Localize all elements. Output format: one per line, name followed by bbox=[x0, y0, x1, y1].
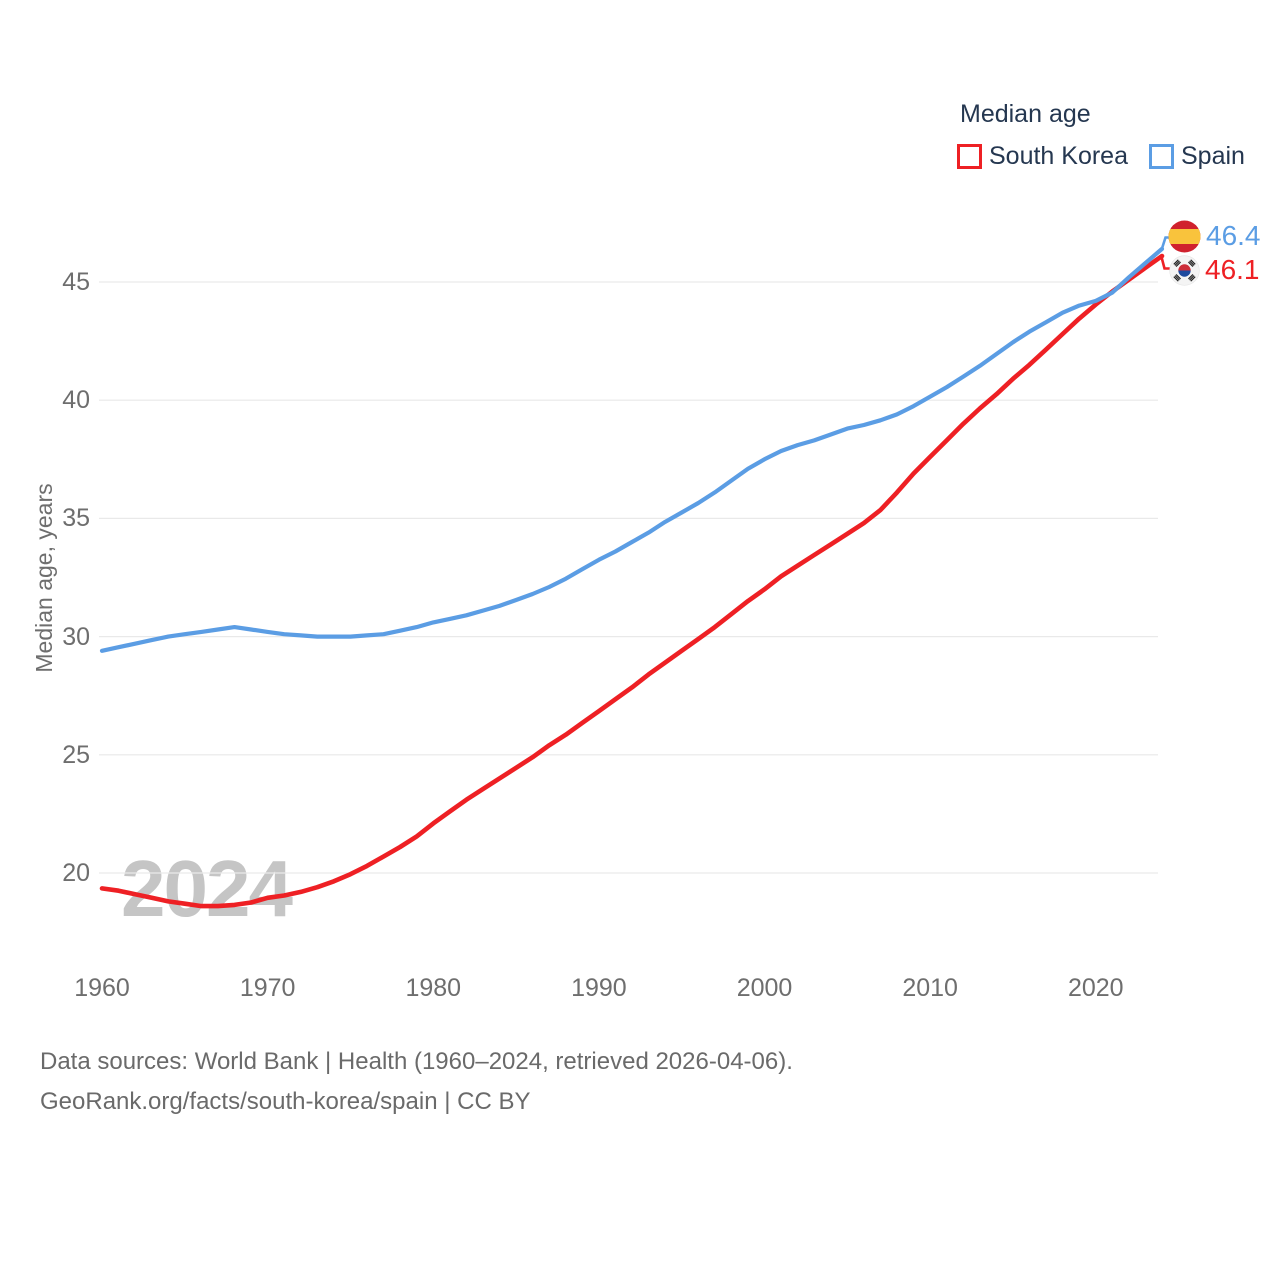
series-lines bbox=[99, 246, 1165, 909]
legend-item-label: Spain bbox=[1181, 142, 1245, 170]
connector-south-korea bbox=[1160, 256, 1172, 270]
footer-sources: Data sources: World Bank | Health (1960–… bbox=[40, 1048, 793, 1075]
x-tick-1980: 1980 bbox=[405, 974, 462, 1002]
y-axis-title: Median age, years bbox=[31, 483, 57, 673]
end-label-spain: 46.4 bbox=[1168, 219, 1261, 253]
watermark-year: 2024 bbox=[121, 844, 293, 933]
x-tick-2010: 2010 bbox=[902, 974, 958, 1002]
legend-swatch bbox=[1149, 144, 1174, 169]
spain-flag-icon bbox=[1168, 220, 1201, 252]
legend-item-label: South Korea bbox=[989, 142, 1128, 170]
legend-item-south-korea[interactable]: South Korea bbox=[957, 142, 1128, 171]
south-korea-flag-icon bbox=[1169, 254, 1200, 286]
end-value-spain: 46.4 bbox=[1206, 220, 1261, 251]
y-tick-30: 30 bbox=[62, 622, 90, 651]
y-tick-35: 35 bbox=[62, 504, 90, 533]
legend: Median age South Korea Spain bbox=[957, 100, 1266, 171]
legend-item-spain[interactable]: Spain bbox=[1149, 142, 1245, 171]
x-tick-1970: 1970 bbox=[239, 974, 296, 1002]
y-tick-40: 40 bbox=[62, 386, 90, 415]
footer: Data sources: World Bank | Health (1960–… bbox=[40, 1042, 793, 1122]
y-tick-25: 25 bbox=[62, 740, 90, 769]
footer-attribution: GeoRank.org/facts/south-korea/spain | CC… bbox=[40, 1088, 531, 1115]
series-line-spain[interactable] bbox=[99, 246, 1165, 653]
gridlines bbox=[99, 281, 1158, 874]
legend-title: Median age bbox=[960, 100, 1091, 128]
legend-items: South Korea Spain bbox=[957, 142, 1266, 171]
legend-swatch bbox=[957, 144, 982, 169]
x-tick-1990: 1990 bbox=[571, 974, 627, 1002]
end-label-south-korea: 46.1 bbox=[1169, 253, 1260, 287]
x-tick-1960: 1960 bbox=[74, 974, 130, 1002]
y-tick-45: 45 bbox=[62, 268, 90, 296]
series-line-south-korea[interactable] bbox=[99, 253, 1165, 909]
end-value-south-korea: 46.1 bbox=[1205, 254, 1260, 285]
x-tick-2000: 2000 bbox=[736, 974, 793, 1002]
y-tick-20: 20 bbox=[62, 859, 90, 887]
x-tick-2020: 2020 bbox=[1067, 974, 1124, 1002]
